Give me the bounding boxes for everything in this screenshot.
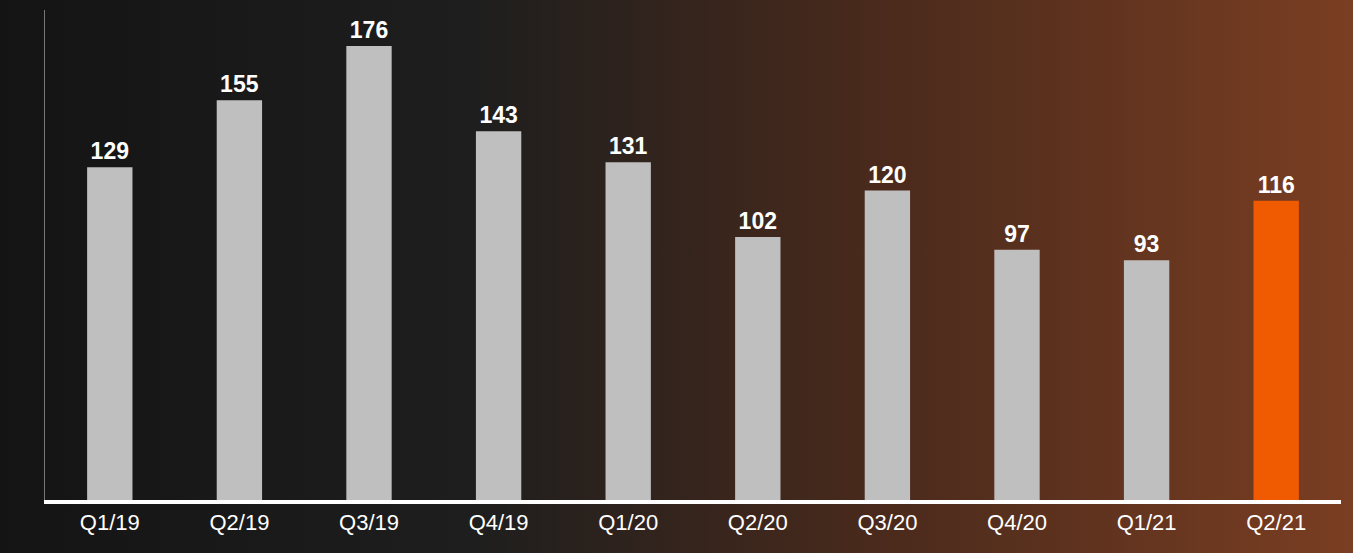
svg-text:Q3/19: Q3/19 xyxy=(339,510,399,535)
svg-text:129: 129 xyxy=(91,138,129,164)
svg-text:97: 97 xyxy=(1004,221,1030,247)
svg-text:Q2/21: Q2/21 xyxy=(1246,510,1306,535)
svg-text:102: 102 xyxy=(739,208,777,234)
svg-text:120: 120 xyxy=(868,162,906,188)
svg-text:155: 155 xyxy=(220,71,259,97)
svg-text:Q1/20: Q1/20 xyxy=(598,510,658,535)
svg-text:Q3/20: Q3/20 xyxy=(857,510,917,535)
svg-text:Q2/20: Q2/20 xyxy=(728,510,788,535)
svg-text:116: 116 xyxy=(1258,172,1295,198)
svg-text:131: 131 xyxy=(609,133,648,159)
svg-text:176: 176 xyxy=(350,17,388,43)
svg-text:Q4/20: Q4/20 xyxy=(987,510,1047,535)
svg-text:Q1/19: Q1/19 xyxy=(80,510,140,535)
svg-text:Q4/19: Q4/19 xyxy=(469,510,529,535)
svg-text:143: 143 xyxy=(479,102,517,128)
svg-text:Q2/19: Q2/19 xyxy=(209,510,269,535)
svg-text:Q1/21: Q1/21 xyxy=(1117,510,1177,535)
svg-text:93: 93 xyxy=(1134,231,1160,257)
